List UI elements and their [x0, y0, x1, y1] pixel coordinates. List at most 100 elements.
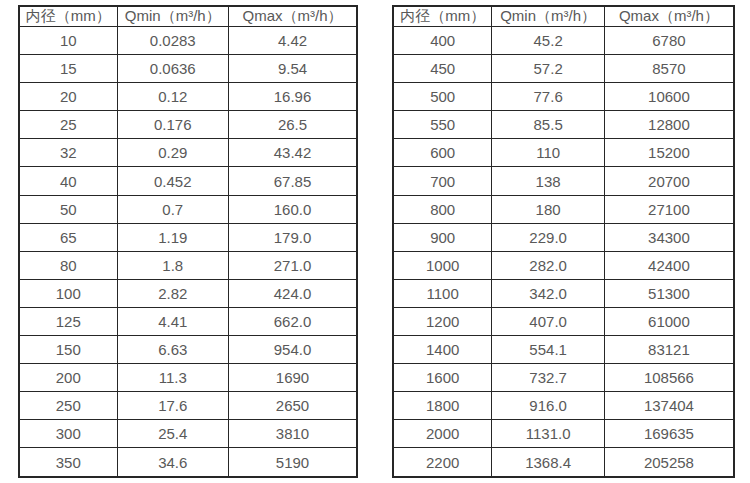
table-cell: 137404 — [604, 392, 734, 420]
table-row: 1800916.0137404 — [393, 392, 734, 420]
table-cell: 250 — [19, 392, 117, 420]
table-cell: 205258 — [604, 448, 734, 477]
table-row: 1506.63954.0 — [19, 336, 357, 364]
table-cell: 67.85 — [229, 167, 357, 195]
column-header: 内径（mm） — [393, 6, 492, 27]
table-row: 150.06369.54 — [19, 55, 357, 83]
table-cell: 600 — [393, 139, 492, 167]
table-cell: 1800 — [393, 392, 492, 420]
table-cell: 43.42 — [229, 139, 357, 167]
table-cell: 34.6 — [117, 448, 229, 477]
table-cell: 732.7 — [492, 364, 605, 392]
table-cell: 150 — [19, 336, 117, 364]
table-cell: 108566 — [604, 364, 734, 392]
table-cell: 80 — [19, 251, 117, 279]
table-cell: 25.4 — [117, 420, 229, 448]
table-cell: 32 — [19, 139, 117, 167]
table-cell: 2200 — [393, 448, 492, 477]
table-cell: 1.19 — [117, 223, 229, 251]
table-row: 60011015200 — [393, 139, 734, 167]
table-row: 900229.034300 — [393, 223, 734, 251]
flow-range-document: 内径（mm）Qmin（m³/h）Qmax（m³/h）100.02834.4215… — [0, 0, 750, 483]
table-cell: 282.0 — [492, 251, 605, 279]
table-cell: 0.0636 — [117, 55, 229, 83]
table-cell: 12800 — [604, 111, 734, 139]
table-row: 100.02834.42 — [19, 27, 357, 55]
table-row: 651.19179.0 — [19, 223, 357, 251]
table-cell: 100 — [19, 279, 117, 307]
table-row: 1100342.051300 — [393, 279, 734, 307]
table-cell: 50 — [19, 195, 117, 223]
table-cell: 180 — [492, 195, 605, 223]
table-cell: 16.96 — [229, 83, 357, 111]
table-cell: 57.2 — [492, 55, 605, 83]
header-row: 内径（mm）Qmin（m³/h）Qmax（m³/h） — [393, 6, 734, 27]
table-row: 1600732.7108566 — [393, 364, 734, 392]
table-row: 200.1216.96 — [19, 83, 357, 111]
table-cell: 125 — [19, 307, 117, 335]
table-cell: 138 — [492, 167, 605, 195]
table-row: 45057.28570 — [393, 55, 734, 83]
table-row: 320.2943.42 — [19, 139, 357, 167]
table-cell: 8570 — [604, 55, 734, 83]
table-cell: 1600 — [393, 364, 492, 392]
table-cell: 0.12 — [117, 83, 229, 111]
table-cell: 11.3 — [117, 364, 229, 392]
table-cell: 554.1 — [492, 336, 605, 364]
table-cell: 61000 — [604, 307, 734, 335]
table-cell: 229.0 — [492, 223, 605, 251]
column-header: Qmax（m³/h） — [229, 6, 357, 27]
table-cell: 51300 — [604, 279, 734, 307]
table-row: 1000282.042400 — [393, 251, 734, 279]
table-cell: 45.2 — [492, 27, 605, 55]
table-cell: 4.42 — [229, 27, 357, 55]
table-row: 55085.512800 — [393, 111, 734, 139]
table-cell: 6.63 — [117, 336, 229, 364]
table-cell: 27100 — [604, 195, 734, 223]
table-cell: 15 — [19, 55, 117, 83]
table-row: 801.8271.0 — [19, 251, 357, 279]
table-cell: 4.41 — [117, 307, 229, 335]
table-cell: 1400 — [393, 336, 492, 364]
table-cell: 1.8 — [117, 251, 229, 279]
table-cell: 1000 — [393, 251, 492, 279]
table-cell: 662.0 — [229, 307, 357, 335]
table-cell: 83121 — [604, 336, 734, 364]
table-row: 250.17626.5 — [19, 111, 357, 139]
table-cell: 26.5 — [229, 111, 357, 139]
table-row: 30025.43810 — [19, 420, 357, 448]
table-cell: 9.54 — [229, 55, 357, 83]
table-cell: 1131.0 — [492, 420, 605, 448]
table-cell: 350 — [19, 448, 117, 477]
table-cell: 424.0 — [229, 279, 357, 307]
table-cell: 3810 — [229, 420, 357, 448]
table-cell: 20700 — [604, 167, 734, 195]
table-cell: 85.5 — [492, 111, 605, 139]
table-cell: 65 — [19, 223, 117, 251]
table-cell: 0.452 — [117, 167, 229, 195]
header-row: 内径（mm）Qmin（m³/h）Qmax（m³/h） — [19, 6, 357, 27]
table-cell: 300 — [19, 420, 117, 448]
column-header: 内径（mm） — [19, 6, 117, 27]
table-cell: 1100 — [393, 279, 492, 307]
table-cell: 179.0 — [229, 223, 357, 251]
table-cell: 900 — [393, 223, 492, 251]
table-cell: 2650 — [229, 392, 357, 420]
flow-range-table-large-diameters: 内径（mm）Qmin（m³/h）Qmax（m³/h）40045.26780450… — [392, 5, 735, 478]
table-cell: 0.176 — [117, 111, 229, 139]
table-cell: 5190 — [229, 448, 357, 477]
column-header: Qmin（m³/h） — [492, 6, 605, 27]
table-cell: 0.7 — [117, 195, 229, 223]
table-cell: 550 — [393, 111, 492, 139]
table-cell: 160.0 — [229, 195, 357, 223]
table-cell: 1690 — [229, 364, 357, 392]
table-cell: 2.82 — [117, 279, 229, 307]
table-row: 20011.31690 — [19, 364, 357, 392]
table-cell: 0.0283 — [117, 27, 229, 55]
table-cell: 800 — [393, 195, 492, 223]
table-cell: 110 — [492, 139, 605, 167]
table-row: 20001131.0169635 — [393, 420, 734, 448]
table-cell: 200 — [19, 364, 117, 392]
table-cell: 450 — [393, 55, 492, 83]
table-cell: 500 — [393, 83, 492, 111]
